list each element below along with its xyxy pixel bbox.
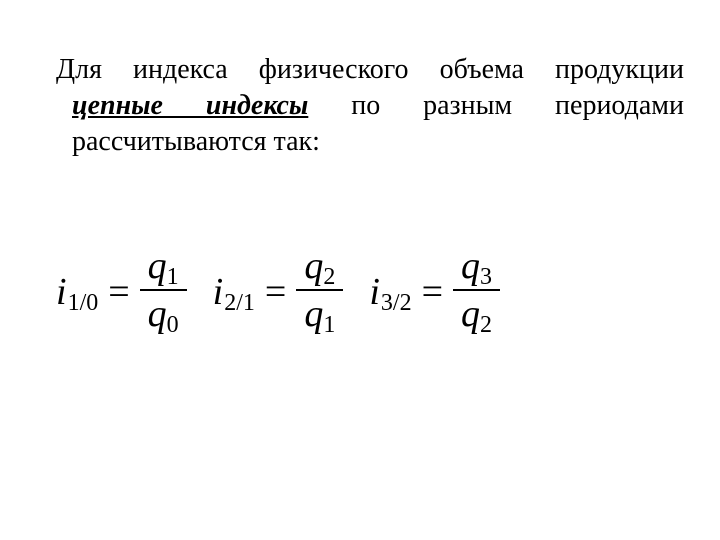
formula-2-lhs-sub: 2/1 [224, 290, 255, 317]
formula-3-den-sub: 2 [480, 312, 492, 339]
equals-sign: = [422, 270, 443, 314]
formula-1-lhs-base: i [56, 273, 67, 311]
fraction-bar [296, 289, 343, 291]
formula-1-denominator: q 0 [140, 295, 187, 333]
formula-1-den-sub: 0 [167, 312, 179, 339]
formula-3-lhs: i 3/2 [369, 273, 411, 311]
equals-sign: = [265, 270, 286, 314]
formula-1-fraction: q 1 q 0 [140, 247, 187, 333]
formula-3-lhs-sub-a: 3 [381, 290, 393, 316]
paragraph: Для индекса физического объема продукции… [56, 52, 684, 159]
formula-1-den-var: q [148, 295, 167, 333]
formula-2-numerator: q 2 [296, 247, 343, 285]
equals-sign: = [108, 270, 129, 314]
formula-3-denominator: q 2 [453, 295, 500, 333]
formula-2-den-sub: 1 [323, 312, 335, 339]
formula-2: i 2/1 = q 2 q 1 [213, 251, 344, 333]
formula-1-num-sub: 1 [167, 264, 179, 291]
formula-3-den-var: q [461, 295, 480, 333]
formula-2-denominator: q 1 [296, 295, 343, 333]
formula-3-lhs-base: i [369, 273, 380, 311]
formula-2-lhs: i 2/1 [213, 273, 255, 311]
formula-1-lhs-sub: 1/0 [68, 290, 99, 317]
formula-2-lhs-sub-b: 1 [243, 290, 255, 316]
formula-3-fraction: q 3 q 2 [453, 247, 500, 333]
formula-3: i 3/2 = q 3 q 2 [369, 251, 500, 333]
formula-1-lhs: i 1/0 [56, 273, 98, 311]
formula-2-den-var: q [304, 295, 323, 333]
formula-1: i 1/0 = q 1 q 0 [56, 251, 187, 333]
para-text-before: Для индекса физического объема продукции [56, 54, 684, 85]
formula-1-lhs-sub-a: 1 [68, 290, 80, 316]
page: Для индекса физического объема продукции… [0, 0, 720, 540]
formula-2-num-sub: 2 [323, 264, 335, 291]
formula-3-numerator: q 3 [453, 247, 500, 285]
formula-1-numerator: q 1 [140, 247, 187, 285]
formula-3-lhs-sub: 3/2 [381, 290, 412, 317]
formula-1-num-var: q [148, 247, 167, 285]
chain-indexes-term: цепные индексы [72, 90, 308, 121]
formula-2-lhs-base: i [213, 273, 224, 311]
formula-3-num-sub: 3 [480, 264, 492, 291]
formula-row: i 1/0 = q 1 q 0 i 2/1 = [56, 251, 684, 333]
formula-2-lhs-sub-a: 2 [224, 290, 236, 316]
formula-3-lhs-sub-b: 2 [400, 290, 412, 316]
formula-2-num-var: q [304, 247, 323, 285]
formula-1-lhs-sub-b: 0 [86, 290, 98, 316]
fraction-bar [140, 289, 187, 291]
formula-2-fraction: q 2 q 1 [296, 247, 343, 333]
fraction-bar [453, 289, 500, 291]
formula-3-num-var: q [461, 247, 480, 285]
